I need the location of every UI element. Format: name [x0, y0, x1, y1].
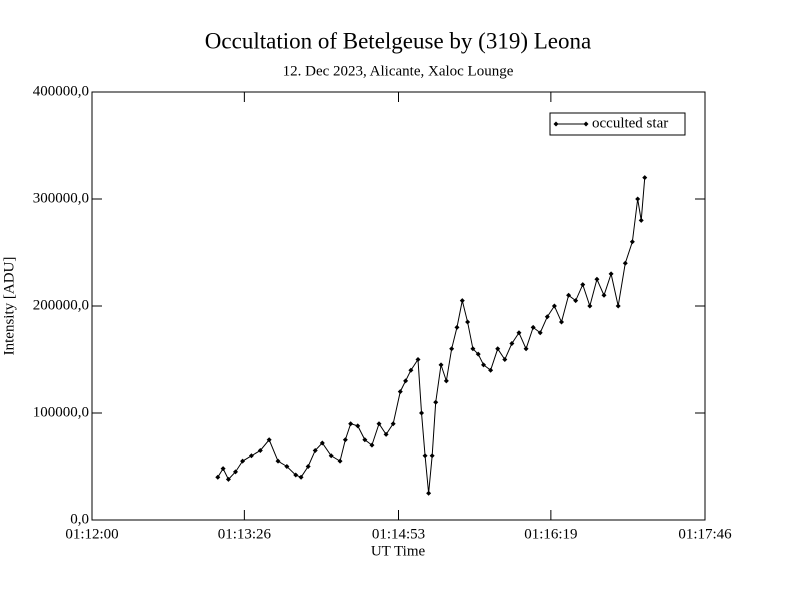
data-point: [551, 303, 557, 309]
y-tick-label: 200000,0: [33, 297, 89, 313]
data-point: [328, 453, 334, 459]
data-point: [433, 399, 439, 405]
legend-marker: [553, 121, 559, 127]
data-point: [422, 453, 428, 459]
data-point: [319, 440, 325, 446]
data-point: [615, 303, 621, 309]
data-point: [248, 453, 254, 459]
data-point: [454, 324, 460, 330]
data-point: [502, 357, 508, 362]
x-tick-label: 01:14:53: [372, 526, 425, 542]
data-point: [312, 447, 318, 453]
data-point: [608, 271, 614, 277]
legend-box: [549, 112, 686, 136]
x-axis-label: UT Time: [371, 543, 426, 559]
data-point: [465, 319, 471, 325]
chart-subtitle: 12. Dec 2023, Alicante, Xaloc Lounge: [283, 63, 514, 79]
data-point: [298, 474, 304, 480]
data-point: [537, 330, 543, 336]
data-point: [390, 421, 396, 427]
data-point: [383, 431, 389, 437]
data-point: [470, 346, 476, 352]
data-point: [459, 298, 465, 304]
data-point: [257, 447, 263, 453]
data-point: [594, 276, 600, 282]
y-tick-label: 0,0: [70, 511, 89, 527]
y-axis-label: Intensity [ADU]: [1, 257, 17, 356]
data-point: [475, 351, 481, 357]
data-point: [449, 346, 455, 352]
data-point: [580, 282, 586, 288]
data-point: [530, 324, 536, 330]
data-point: [509, 340, 515, 346]
legend-marker: [583, 121, 589, 127]
data-point: [629, 239, 635, 245]
data-point: [266, 437, 272, 443]
data-point: [601, 292, 607, 298]
data-point: [215, 474, 221, 480]
data-point: [488, 367, 494, 373]
data-point: [403, 378, 409, 384]
data-point: [397, 389, 403, 395]
data-point: [558, 319, 564, 325]
data-point: [369, 442, 375, 448]
data-point: [362, 437, 368, 443]
x-tick-label: 01:17:46: [678, 526, 732, 542]
x-tick-label: 01:12:00: [65, 526, 118, 542]
data-point: [293, 472, 299, 478]
data-point: [635, 196, 641, 202]
data-point: [544, 314, 550, 320]
y-tick-label: 300000,0: [33, 190, 89, 206]
data-point: [638, 217, 644, 223]
data-point: [495, 346, 501, 352]
data-point: [240, 458, 246, 464]
x-tick-label: 01:13:26: [218, 526, 272, 542]
data-point: [443, 378, 449, 384]
data-point: [355, 423, 361, 429]
data-point: [566, 292, 572, 298]
data-point: [426, 490, 432, 496]
data-point: [419, 410, 425, 416]
data-point: [516, 330, 522, 336]
x-tick-label: 01:16:19: [524, 526, 577, 542]
data-point: [275, 458, 281, 464]
data-point: [523, 346, 529, 352]
data-point: [587, 303, 593, 309]
data-point: [284, 464, 290, 469]
data-point: [305, 464, 311, 469]
chart-title: Occultation of Betelgeuse by (319) Leona: [205, 28, 591, 53]
data-point: [342, 437, 348, 443]
data-point: [348, 421, 354, 427]
data-point: [376, 421, 382, 427]
data-point: [337, 458, 343, 464]
data-point: [225, 476, 231, 482]
data-point: [438, 362, 444, 368]
data-point: [573, 298, 579, 304]
data-point: [429, 453, 435, 459]
data-point: [415, 357, 421, 362]
y-tick-label: 400000,0: [33, 83, 89, 99]
data-point: [220, 466, 226, 472]
data-point: [408, 367, 414, 373]
data-point: [642, 175, 648, 181]
data-point: [622, 260, 628, 266]
data-point: [233, 469, 239, 475]
y-tick-label: 100000,0: [33, 404, 89, 420]
legend-label: occulted star: [592, 115, 668, 131]
data-point: [481, 362, 487, 368]
